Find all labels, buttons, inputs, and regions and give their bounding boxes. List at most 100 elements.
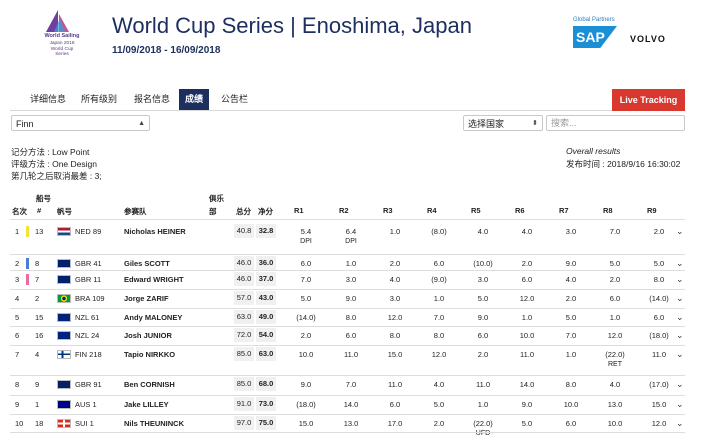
col-race-6[interactable]: R6 [515,206,525,215]
logo-sub-line: Series [55,52,69,57]
logo-sub-line: Japan 2018 [49,41,75,46]
col-race-7[interactable]: R7 [559,206,569,215]
tab-divider [10,110,685,111]
world-sailing-logo[interactable]: World Sailing Japan 2018 World Cup Serie… [32,10,88,60]
rank-cell: 5 [15,313,20,322]
race-score: 17.0 [387,419,403,428]
total-points: 72.0 [234,328,254,342]
sail-number-cell: GBR 11 [75,275,102,284]
medal-color-bar [26,258,29,269]
race-score: (9.0) [431,275,447,284]
chevron-down-icon[interactable]: ⌄ [676,226,684,236]
country-select-value: 选择国家 [468,119,505,129]
sailor-name[interactable]: Giles SCOTT [124,259,170,268]
race-score: 4.0 [433,380,445,389]
race-score: 5.0 [300,294,312,303]
chevron-down-icon[interactable]: ⌄ [676,274,684,284]
race-score: 4.0 [521,227,533,236]
sailor-name[interactable]: Jake LILLEY [124,400,169,409]
chevron-down-icon[interactable]: ⌄ [676,293,684,303]
bra-flag-icon [57,294,71,303]
race-score: 7.0 [609,227,621,236]
race-score: 1.0 [521,313,533,322]
race-score: 3.0 [345,275,357,284]
col-race-2[interactable]: R2 [339,206,349,215]
race-score: 9.0 [300,380,312,389]
sailor-name[interactable]: Nils THEUNINCK [124,419,185,428]
live-tracking-button[interactable]: Live Tracking [612,89,685,111]
race-score: (17.0) [649,380,669,389]
sailor-name[interactable]: Josh JUNIOR [124,331,172,340]
boat-number-cell: 1 [35,400,40,409]
sailor-name[interactable]: Ben CORNISH [124,380,175,389]
logo-sub-line: World Cup [50,46,74,52]
search-input[interactable] [546,115,685,131]
chevron-down-icon[interactable]: ⌄ [676,379,684,389]
rank-cell: 6 [15,331,20,340]
row-divider [10,308,685,309]
chevron-down-icon[interactable]: ⌄ [676,349,684,359]
race-score: 6.0 [433,259,445,268]
net-points: 63.0 [256,347,276,361]
race-score: 15.0 [298,419,314,428]
col-race-3[interactable]: R3 [383,206,393,215]
col-race-5[interactable]: R5 [471,206,481,215]
chevron-down-icon[interactable]: ⌄ [676,418,684,428]
race-score: 5.0 [433,400,445,409]
race-score: 6.0 [609,294,621,303]
sailor-name[interactable]: Tapio NIRKKO [124,350,176,359]
discard-rule: 第几轮之后取消最差 : 3; [11,171,102,181]
sailor-name[interactable]: Jorge ZARIF [124,294,169,303]
race-score: 8.0 [653,275,665,284]
col-race-1[interactable]: R1 [294,206,304,215]
col-boat-no[interactable]: # [37,206,42,215]
col-net[interactable]: 净分 [258,207,273,216]
chevron-down-icon[interactable]: ⌄ [676,258,684,268]
sail-number-cell: BRA 109 [75,294,105,303]
tab-entries[interactable]: 报名信息 [134,94,171,104]
chevron-down-icon[interactable]: ⌄ [676,399,684,409]
tab-results[interactable]: 成绩 [179,89,210,110]
total-points: 40.8 [234,224,254,238]
chevron-down-icon[interactable]: ⌄ [676,312,684,322]
sailor-name[interactable]: Edward WRIGHT [124,275,184,284]
country-select[interactable]: 选择国家 ⬍ [463,115,543,131]
col-sail-no[interactable]: 帆号 [57,207,72,216]
col-crew[interactable]: 参赛队 [124,207,147,216]
col-race-9[interactable]: R9 [647,206,657,215]
race-score: 8.0 [565,380,577,389]
sailor-name[interactable]: Andy MALONEY [124,313,183,322]
race-score: (18.0) [649,331,669,340]
updown-arrows-icon: ⬍ [532,120,538,127]
boat-number-cell: 8 [35,259,40,268]
race-score: (14.0) [649,294,669,303]
net-points: 73.0 [256,397,276,411]
tab-notice-board[interactable]: 公告栏 [221,94,249,104]
race-score: 3.0 [477,275,489,284]
col-race-4[interactable]: R4 [427,206,437,215]
tab-all-classes[interactable]: 所有级别 [81,94,118,104]
race-score: 6.0 [300,259,312,268]
volvo-logo[interactable]: VOLVO [630,34,666,44]
race-score: 11.0 [651,350,667,359]
chevron-down-icon[interactable]: ⌄ [676,330,684,340]
col-race-8[interactable]: R8 [603,206,613,215]
boat-number-cell: 16 [35,331,44,340]
sailor-name[interactable]: Nicholas HEINER [124,227,186,236]
row-divider [10,289,685,290]
race-score: 15.0 [387,350,403,359]
race-score: 12.0 [607,331,623,340]
total-points: 91.0 [234,397,254,411]
net-points: 49.0 [256,310,276,324]
total-points: 57.0 [234,291,254,305]
total-points: 63.0 [234,310,254,324]
race-score: 4.0 [565,275,577,284]
col-total[interactable]: 总分 [236,207,251,216]
sap-logo[interactable]: SAP [573,26,617,48]
tab-details[interactable]: 详细信息 [30,94,67,104]
class-select[interactable]: Finn ▲ [11,115,150,131]
medal-color-bar [26,226,29,237]
race-score: 1.0 [389,227,401,236]
race-score: 14.0 [343,400,359,409]
col-rank[interactable]: 名次 [12,207,27,216]
